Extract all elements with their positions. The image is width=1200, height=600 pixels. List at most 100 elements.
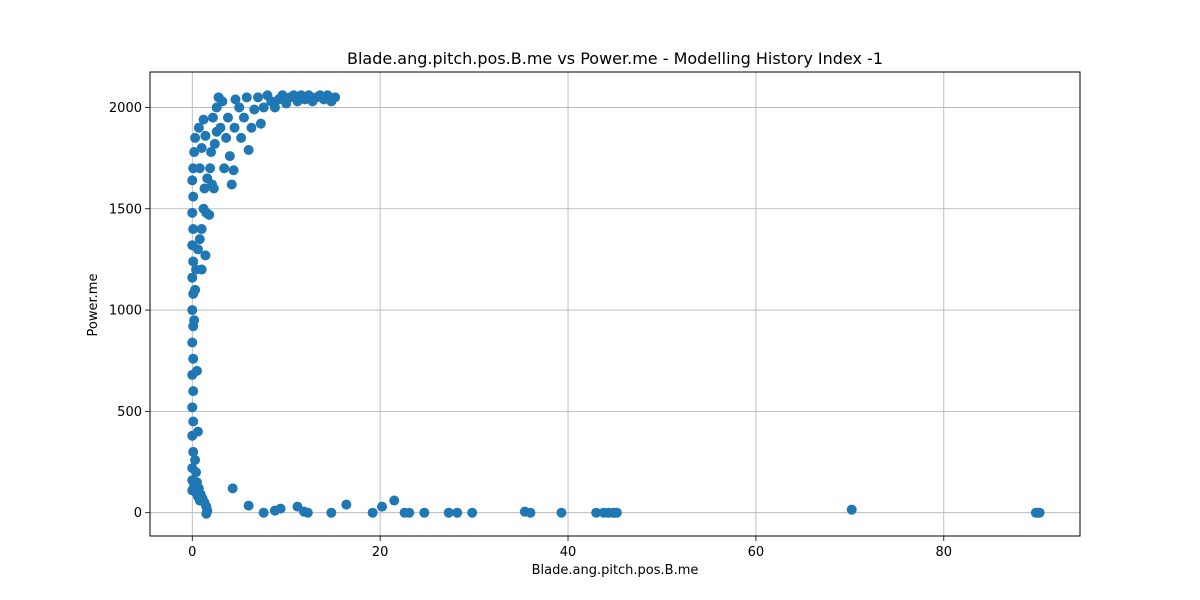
data-point bbox=[199, 183, 210, 194]
data-point bbox=[196, 264, 207, 275]
data-point bbox=[190, 284, 201, 295]
data-point bbox=[226, 179, 237, 190]
data-point bbox=[206, 147, 217, 158]
data-point bbox=[194, 163, 205, 174]
data-point bbox=[238, 112, 249, 123]
data-point bbox=[198, 114, 209, 125]
x-tick-label: 0 bbox=[188, 545, 196, 560]
data-point bbox=[234, 102, 245, 113]
data-point bbox=[611, 507, 622, 518]
data-point bbox=[246, 122, 257, 133]
y-tick-label: 1000 bbox=[109, 304, 142, 319]
data-point bbox=[275, 503, 286, 514]
y-tick-label: 1500 bbox=[109, 202, 142, 217]
data-point bbox=[330, 92, 341, 103]
grid-lines bbox=[150, 72, 1080, 536]
data-point bbox=[404, 507, 415, 518]
data-point bbox=[188, 256, 199, 267]
x-tick-label: 20 bbox=[372, 545, 389, 560]
x-tick-label: 80 bbox=[936, 545, 953, 560]
data-point bbox=[187, 337, 198, 348]
data-point bbox=[591, 507, 602, 518]
data-point bbox=[207, 112, 218, 123]
data-point bbox=[217, 96, 228, 107]
data-point bbox=[230, 94, 241, 105]
data-point bbox=[187, 272, 198, 283]
x-axis-label: Blade.ang.pitch.pos.B.me bbox=[532, 563, 699, 578]
data-point bbox=[187, 305, 198, 316]
data-point bbox=[188, 416, 199, 427]
data-point bbox=[341, 499, 352, 510]
data-point bbox=[258, 507, 269, 518]
plot-frame bbox=[149, 71, 1081, 537]
data-point bbox=[258, 102, 269, 113]
data-point bbox=[196, 142, 207, 153]
data-point bbox=[196, 224, 207, 235]
data-point bbox=[255, 118, 266, 129]
data-point bbox=[190, 132, 201, 143]
data-point bbox=[187, 175, 198, 186]
data-point bbox=[188, 191, 199, 202]
data-point bbox=[228, 165, 239, 176]
data-point bbox=[377, 501, 388, 512]
data-point bbox=[229, 122, 240, 133]
data-point bbox=[224, 151, 235, 162]
data-point bbox=[1034, 507, 1045, 518]
data-point bbox=[189, 315, 200, 326]
data-point bbox=[525, 507, 536, 518]
data-point bbox=[209, 138, 220, 149]
data-point bbox=[204, 209, 215, 220]
data-point bbox=[243, 500, 254, 511]
data-point bbox=[200, 130, 211, 141]
chart-title: Blade.ang.pitch.pos.B.me vs Power.me - M… bbox=[347, 49, 883, 68]
y-tick-label: 500 bbox=[117, 405, 142, 420]
data-point bbox=[467, 507, 478, 518]
data-point bbox=[188, 353, 199, 364]
data-point bbox=[194, 495, 205, 506]
data-point bbox=[193, 122, 204, 133]
data-point bbox=[215, 122, 226, 133]
data-point bbox=[187, 402, 198, 413]
data-point bbox=[188, 386, 199, 397]
data-point bbox=[194, 234, 205, 245]
data-point bbox=[190, 455, 201, 466]
data-point bbox=[192, 426, 203, 437]
data-point bbox=[389, 495, 400, 506]
y-tick-label: 0 bbox=[134, 506, 142, 521]
axis-ticks: 0 20 40 60 80 0 500 1000 1500 2000 bbox=[109, 71, 1081, 560]
data-point bbox=[219, 163, 230, 174]
data-points bbox=[187, 90, 1045, 519]
data-point bbox=[452, 507, 463, 518]
data-point bbox=[846, 504, 857, 515]
data-point bbox=[200, 250, 211, 261]
data-point bbox=[188, 224, 199, 235]
data-point bbox=[269, 102, 280, 113]
y-axis-label: Power.me bbox=[86, 274, 101, 337]
y-tick-label: 2000 bbox=[109, 101, 142, 116]
data-point bbox=[243, 145, 254, 156]
data-point bbox=[201, 508, 212, 519]
x-tick-label: 40 bbox=[560, 545, 577, 560]
data-point bbox=[188, 446, 199, 457]
data-point bbox=[236, 132, 247, 143]
data-point bbox=[187, 207, 198, 218]
data-point bbox=[222, 112, 233, 123]
data-point bbox=[221, 132, 232, 143]
data-point bbox=[205, 163, 216, 174]
data-point bbox=[249, 104, 260, 115]
data-point bbox=[227, 483, 238, 494]
data-point bbox=[419, 507, 430, 518]
data-point bbox=[189, 147, 200, 158]
data-point bbox=[191, 365, 202, 376]
x-tick-label: 60 bbox=[748, 545, 765, 560]
data-point bbox=[208, 183, 219, 194]
data-point bbox=[241, 92, 252, 103]
data-point bbox=[277, 90, 288, 101]
data-point bbox=[326, 507, 337, 518]
data-point bbox=[253, 92, 264, 103]
data-point bbox=[556, 507, 567, 518]
data-point bbox=[192, 244, 203, 255]
data-point bbox=[302, 507, 313, 518]
